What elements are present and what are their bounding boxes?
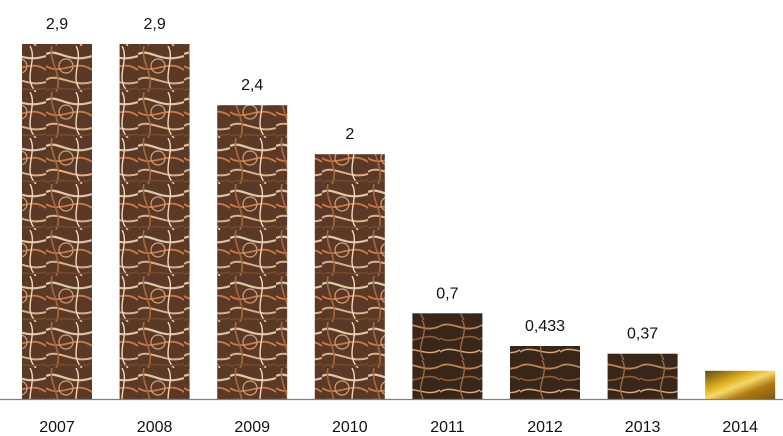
bar-2012 [510, 346, 580, 399]
bar-2010 [314, 154, 385, 399]
bar-2014 [705, 370, 776, 399]
bar-2013 [607, 353, 678, 399]
data-label-2013: 0,37 [627, 326, 658, 343]
x-tick-label-2008: 2008 [137, 419, 173, 436]
x-tick-label-2014: 2014 [722, 419, 758, 436]
x-tick-label-2013: 2013 [625, 419, 661, 436]
data-label-2012: 0,433 [525, 318, 565, 335]
x-tick-label-2012: 2012 [527, 419, 563, 436]
bar-2011 [412, 313, 483, 399]
data-label-2007: 2,9 [46, 16, 68, 33]
data-label-2008: 2,9 [143, 16, 165, 33]
bar-2007 [22, 44, 92, 399]
data-label-2011: 0,7 [436, 285, 458, 302]
data-label-2009: 2,4 [241, 77, 263, 94]
x-tick-label-2011: 2011 [430, 419, 465, 436]
bar-2009 [217, 105, 288, 399]
x-tick-label-2009: 2009 [234, 419, 270, 436]
bar-2008 [119, 44, 190, 399]
x-tick-label-2007: 2007 [39, 419, 75, 436]
x-tick-label-2010: 2010 [332, 419, 368, 436]
data-label-2010: 2 [345, 126, 354, 143]
